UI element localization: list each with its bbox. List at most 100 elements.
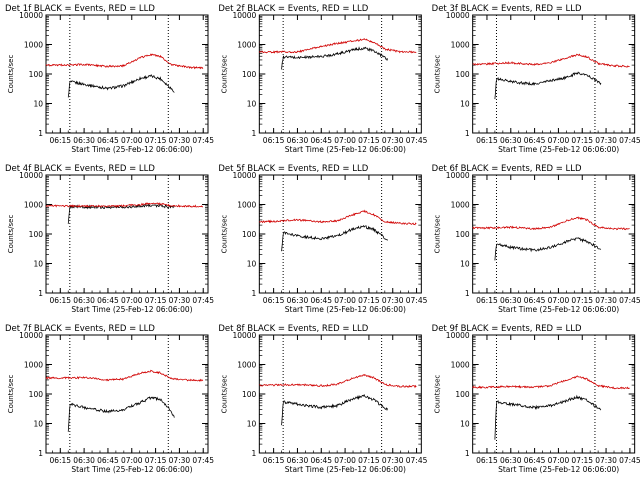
x-tick-label: 07:15 (571, 296, 593, 305)
chart-title: Det 5f BLACK = Events, RED = LLD (218, 164, 368, 174)
y-tick-label: 10 (33, 420, 43, 429)
x-tick-label: 07:30 (169, 456, 191, 465)
y-tick-label: 100 (455, 230, 470, 239)
chart-title: Det 7f BLACK = Events, RED = LLD (5, 324, 155, 334)
y-axis-label: Counts/sec (434, 215, 442, 254)
y-axis-label: Counts/sec (7, 215, 15, 254)
series-line-lld (45, 369, 204, 382)
x-tick-label: 07:45 (406, 456, 428, 465)
x-tick-label: 07:15 (145, 296, 167, 305)
y-tick-label: 10 (247, 260, 257, 269)
x-tick-label: 06:30 (73, 136, 95, 145)
y-tick-label: 10000 (446, 11, 470, 20)
y-tick-label: 1 (38, 129, 43, 138)
x-tick-label: 07:15 (145, 456, 167, 465)
x-tick-label: 06:15 (263, 456, 285, 465)
chart-panel-6: Det 6f BLACK = Events, RED = LLD 1 10 100 10… (432, 164, 640, 314)
y-tick-label: 10000 (19, 171, 43, 180)
series-line-events (281, 46, 389, 70)
y-tick-label: 10 (460, 100, 470, 109)
chart-panel-3: Det 3f BLACK = Events, RED = LLD 1 10 100 10… (432, 4, 640, 154)
x-tick-label: 07:15 (358, 456, 380, 465)
x-tick-label: 07:45 (192, 136, 214, 145)
series-line-events (67, 203, 175, 224)
y-tick-label: 10000 (446, 331, 470, 340)
x-tick-label: 06:30 (287, 136, 309, 145)
chart-title: Det 1f BLACK = Events, RED = LLD (5, 4, 155, 14)
chart-title: Det 8f BLACK = Events, RED = LLD (218, 324, 368, 334)
y-tick-label: 1000 (24, 201, 43, 210)
y-tick-label: 10000 (19, 11, 43, 20)
x-tick-label: 06:45 (524, 296, 546, 305)
x-tick-label: 07:00 (121, 456, 143, 465)
series-line-lld (259, 37, 417, 54)
plot-frame (472, 14, 636, 134)
y-tick-label: 100 (29, 390, 44, 399)
y-tick-label: 10000 (232, 11, 256, 20)
y-axis-label: Counts/sec (220, 215, 228, 254)
x-axis-label: Start Time (25-Feb-12 06:06:00) (285, 145, 406, 154)
series-line-events (281, 225, 388, 252)
x-tick-label: 07:30 (382, 136, 404, 145)
y-tick-label: 10 (247, 100, 257, 109)
x-tick-label: 06:45 (97, 456, 119, 465)
x-tick-label: 06:15 (476, 296, 498, 305)
y-axis-label: Counts/sec (220, 55, 228, 94)
x-tick-label: 07:45 (192, 296, 214, 305)
x-tick-label: 06:15 (263, 296, 285, 305)
plot-frame (472, 334, 636, 454)
x-tick-label: 07:30 (382, 296, 404, 305)
series-line-lld (45, 53, 204, 70)
y-tick-label: 1000 (237, 41, 256, 50)
chart-title: Det 9f BLACK = Events, RED = LLD (432, 324, 582, 334)
y-tick-label: 10 (33, 100, 43, 109)
x-tick-label: 06:15 (49, 296, 71, 305)
x-tick-label: 06:45 (97, 136, 119, 145)
x-tick-label: 06:30 (500, 136, 522, 145)
x-axis-label: Start Time (25-Feb-12 06:06:00) (285, 465, 406, 474)
x-tick-label: 06:30 (500, 296, 522, 305)
series-line-events (494, 71, 602, 100)
chart-panel-7: Det 7f BLACK = Events, RED = LLD 1 10 100 10… (5, 324, 214, 474)
y-tick-label: 10000 (19, 331, 43, 340)
y-tick-label: 1 (252, 449, 257, 458)
series-line-events (67, 74, 175, 98)
x-tick-label: 07:00 (548, 136, 570, 145)
x-tick-label: 07:00 (121, 296, 143, 305)
y-tick-label: 1000 (24, 361, 43, 370)
x-tick-label: 07:30 (169, 296, 191, 305)
y-tick-label: 100 (242, 390, 257, 399)
x-tick-label: 06:45 (524, 136, 546, 145)
x-axis-label: Start Time (25-Feb-12 06:06:00) (71, 305, 192, 314)
x-tick-label: 07:30 (595, 456, 617, 465)
chart-title: Det 6f BLACK = Events, RED = LLD (432, 164, 582, 174)
x-tick-label: 07:00 (334, 136, 356, 145)
chart-panel-9: Det 9f BLACK = Events, RED = LLD 1 10 100 10… (432, 324, 640, 474)
x-axis-label: Start Time (25-Feb-12 06:06:00) (498, 145, 619, 154)
y-tick-label: 1 (252, 289, 257, 298)
series-line-lld (45, 202, 204, 208)
series-line-events (494, 237, 602, 261)
x-tick-label: 07:45 (406, 136, 428, 145)
chart-panel-4: Det 4f BLACK = Events, RED = LLD 1 10 100 10… (5, 164, 214, 314)
series-line-lld (472, 375, 630, 390)
y-tick-label: 10000 (232, 171, 256, 180)
y-axis-label: Counts/sec (434, 375, 442, 414)
y-tick-label: 100 (29, 230, 44, 239)
chart-title: Det 2f BLACK = Events, RED = LLD (218, 4, 368, 14)
y-tick-label: 1000 (451, 201, 470, 210)
plot-frame (472, 174, 636, 294)
x-tick-label: 06:15 (476, 136, 498, 145)
chart-panel-2: Det 2f BLACK = Events, RED = LLD 1 10 100 10… (218, 4, 427, 154)
plot-frame (45, 174, 209, 294)
y-tick-label: 1000 (237, 361, 256, 370)
x-tick-label: 06:45 (310, 456, 332, 465)
y-axis-label: Counts/sec (434, 55, 442, 94)
y-tick-label: 10000 (232, 331, 256, 340)
y-tick-label: 1000 (24, 41, 43, 50)
y-tick-label: 10 (460, 420, 470, 429)
series-line-events (494, 394, 602, 440)
x-axis-label: Start Time (25-Feb-12 06:06:00) (498, 305, 619, 314)
x-tick-label: 07:30 (595, 136, 617, 145)
x-tick-label: 07:15 (358, 136, 380, 145)
